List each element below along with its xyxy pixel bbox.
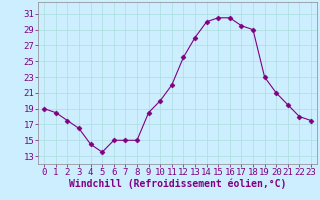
X-axis label: Windchill (Refroidissement éolien,°C): Windchill (Refroidissement éolien,°C) xyxy=(69,179,286,189)
